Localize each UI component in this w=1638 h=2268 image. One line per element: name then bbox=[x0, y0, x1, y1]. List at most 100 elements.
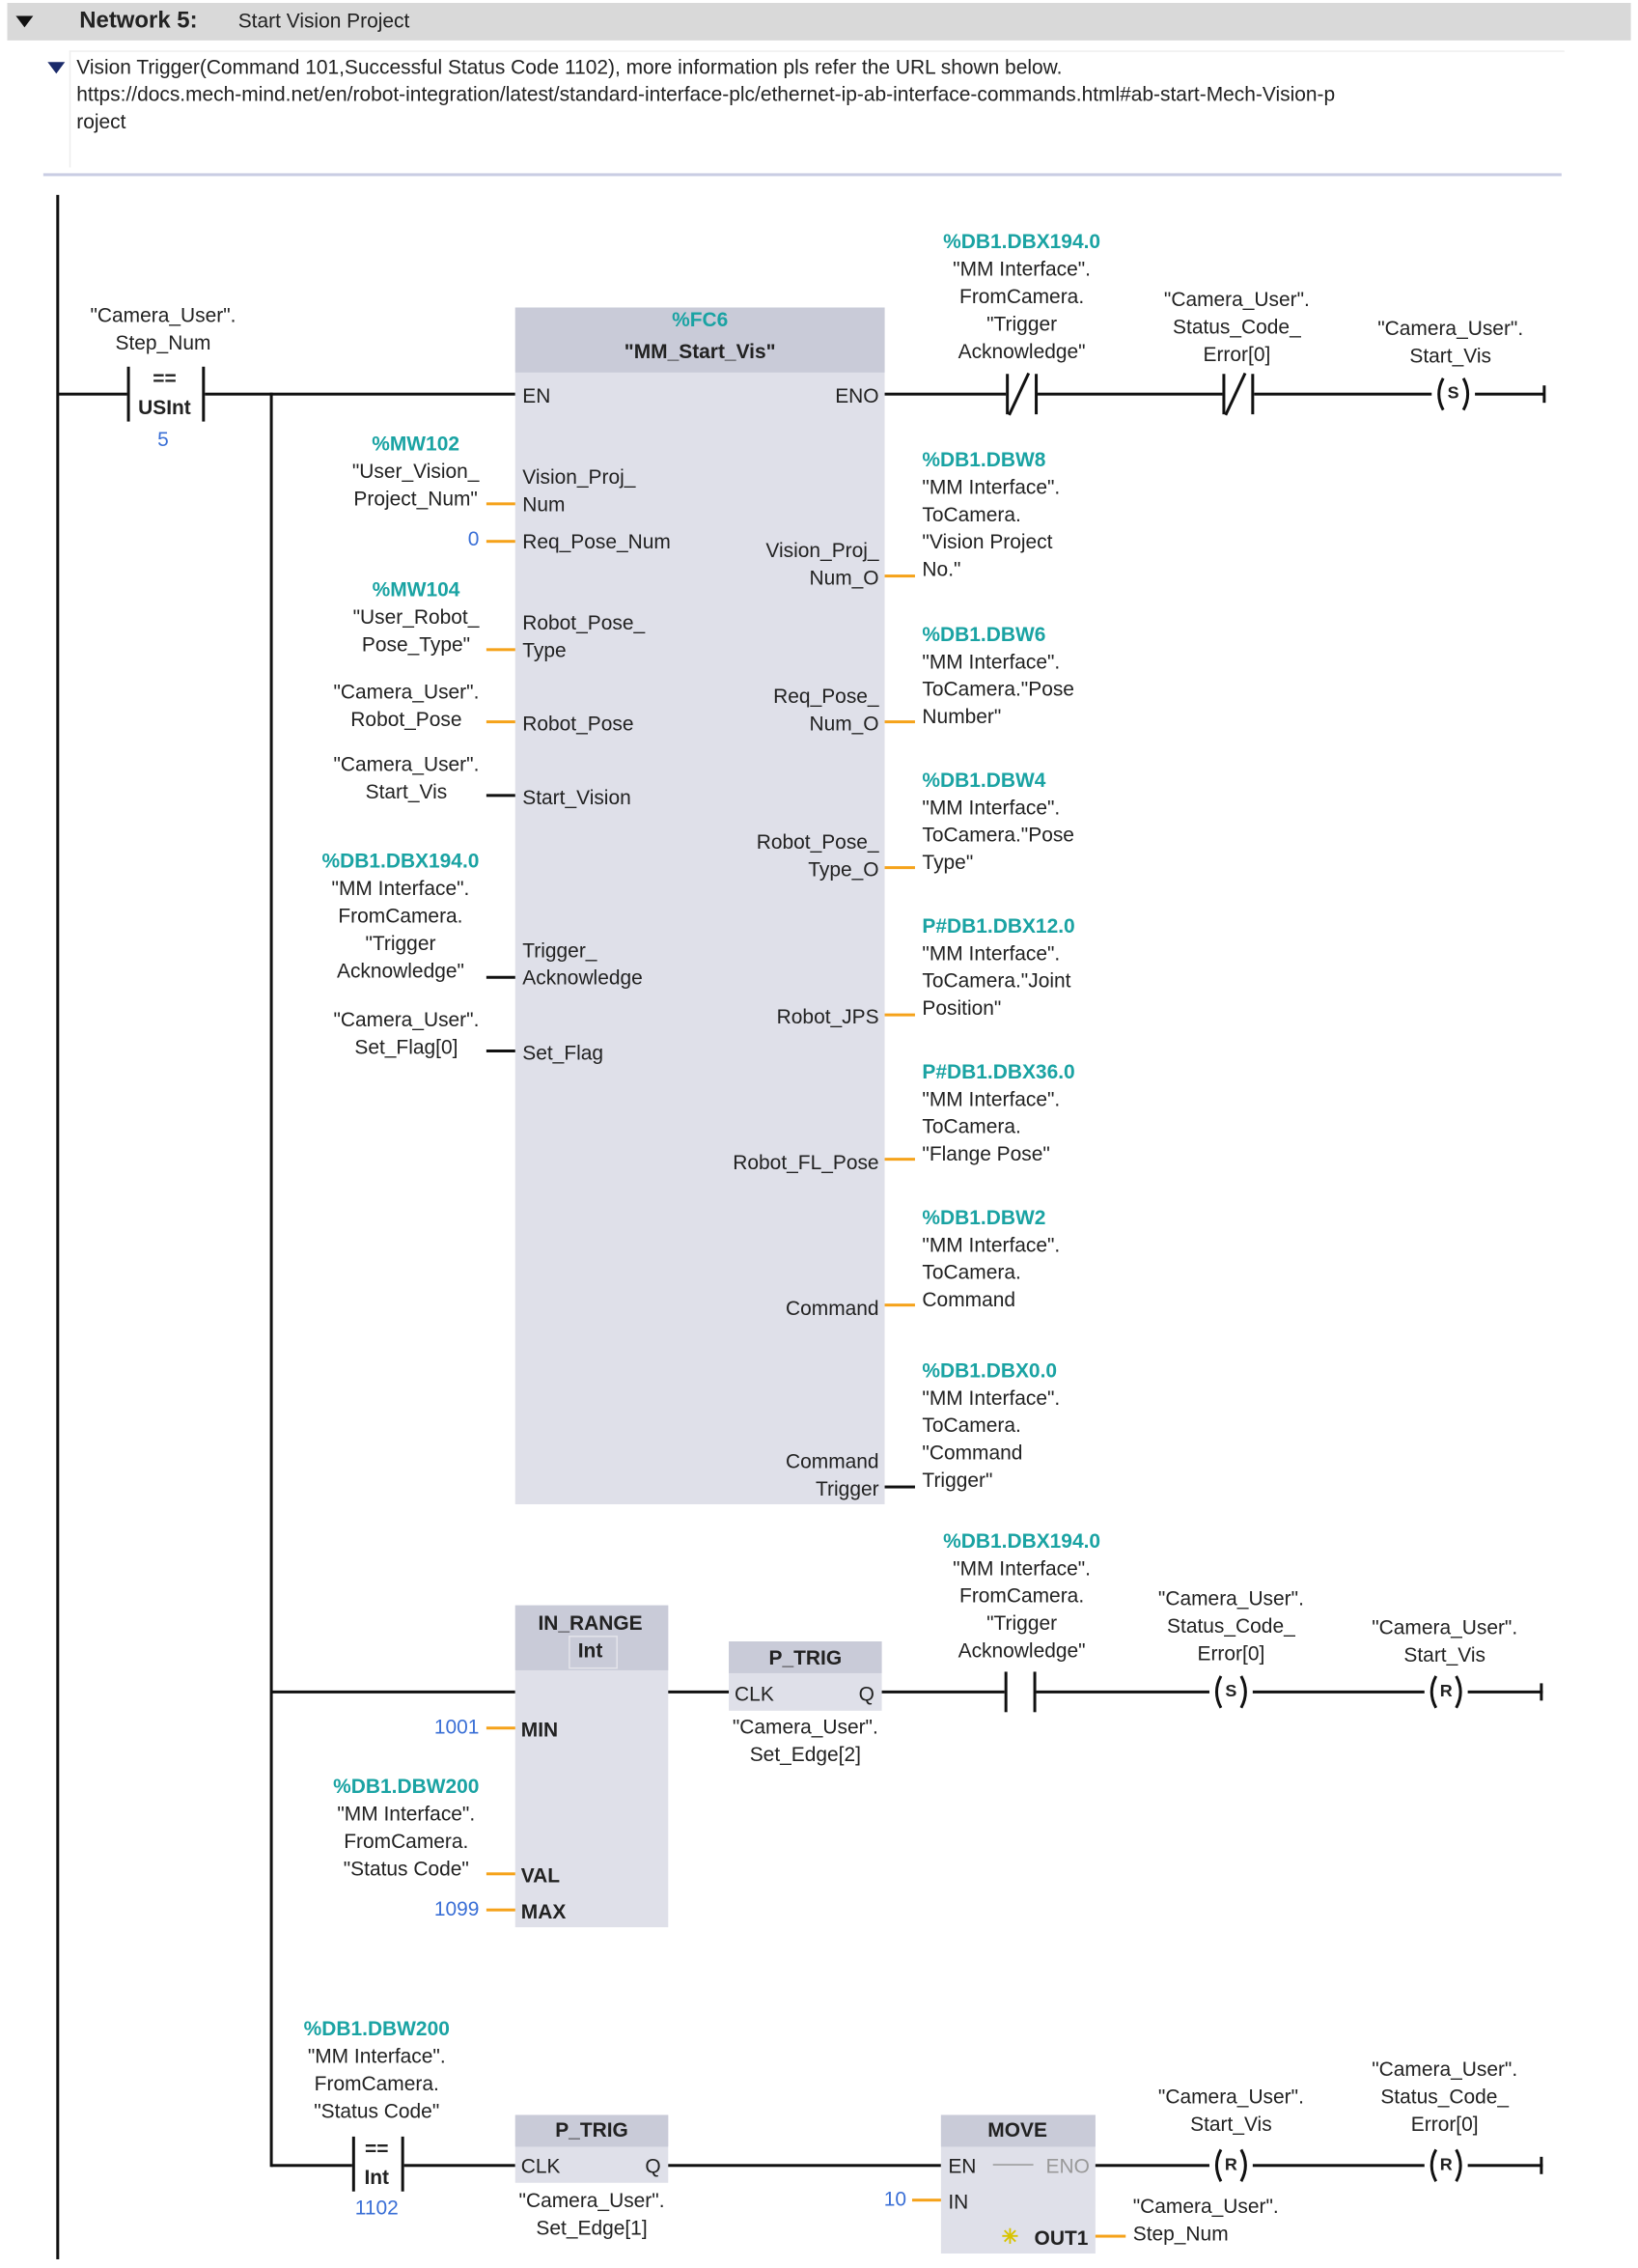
coil-operand[interactable]: "Camera_User". Status_Code_ Error[0] bbox=[1372, 2057, 1518, 2136]
input-operand[interactable]: %MW104 "User_Robot_ Pose_Type" bbox=[353, 576, 480, 658]
no-contact[interactable] bbox=[1004, 1671, 1037, 1713]
input-wire bbox=[486, 975, 515, 979]
p-trig-block[interactable] bbox=[514, 2114, 669, 2183]
set-coil[interactable]: S bbox=[1431, 375, 1476, 413]
input-operand[interactable]: %MW102 "User_Vision_ Project_Num" bbox=[352, 431, 480, 513]
fc-header bbox=[514, 307, 885, 373]
input-wire bbox=[486, 648, 515, 652]
output-operand[interactable]: %DB1.DBW2 "MM Interface". ToCamera. Comm… bbox=[922, 1204, 1060, 1314]
p-trig-operand[interactable]: "Camera_User". Set_Edge[2] bbox=[732, 1715, 878, 1766]
fc-block[interactable] bbox=[514, 307, 885, 1504]
compare-operand[interactable]: %DB1.DBW200 "MM Interface". FromCamera. … bbox=[304, 2015, 450, 2125]
in-range-type: Int bbox=[577, 1638, 603, 1662]
input-wire bbox=[486, 1050, 515, 1053]
compare-operator: == bbox=[365, 2136, 389, 2160]
coil-operand[interactable]: "Camera_User". Status_Code_ Error[0] bbox=[1157, 1586, 1304, 1665]
output-operand[interactable]: %DB1.DBX0.0 "MM Interface". ToCamera. "C… bbox=[922, 1357, 1060, 1494]
input-pin: Start_Vision bbox=[522, 785, 631, 809]
input-operand[interactable]: 0 bbox=[467, 526, 480, 550]
max-value[interactable]: 1099 bbox=[433, 1896, 480, 1920]
en-eno-link bbox=[992, 2164, 1034, 2166]
val-operand[interactable]: %DB1.DBW200 "MM Interface". FromCamera. … bbox=[333, 1773, 479, 1883]
in-range-header bbox=[514, 1605, 669, 1670]
contact-tag: "MM Interface". FromCamera. "Trigger Ack… bbox=[953, 257, 1092, 363]
p-trig-operand[interactable]: "Camera_User". Set_Edge[1] bbox=[518, 2188, 665, 2240]
output-wire bbox=[884, 866, 915, 870]
rung-end-mark bbox=[1540, 1683, 1543, 1701]
reset-coil[interactable]: R bbox=[1424, 2146, 1468, 2185]
contact-operand[interactable]: %DB1.DBX194.0 "MM Interface". FromCamera… bbox=[943, 1527, 1100, 1665]
output-operand[interactable]: %DB1.DBW8 "MM Interface". ToCamera. "Vis… bbox=[922, 446, 1060, 583]
max-wire bbox=[486, 1908, 515, 1912]
input-operand[interactable]: "Camera_User". Set_Flag[0] bbox=[333, 1007, 480, 1058]
rung1-wire bbox=[57, 392, 515, 396]
comment-url: https://docs.mech-mind.net/en/robot-inte… bbox=[76, 82, 1336, 106]
min-value[interactable]: 1001 bbox=[433, 1715, 480, 1739]
network-header[interactable]: Network 5: Start Vision Project bbox=[7, 2, 1631, 41]
max-pin: MAX bbox=[520, 1899, 567, 1923]
add-output-icon[interactable]: ✳ bbox=[1001, 2225, 1019, 2249]
rung3-wire bbox=[668, 2164, 941, 2168]
move-eno-pin: ENO bbox=[1045, 2153, 1090, 2177]
left-power-rail bbox=[56, 194, 60, 2259]
compare-value: 5 bbox=[157, 427, 169, 451]
coil-operand[interactable]: "Camera_User". Start_Vis bbox=[1377, 316, 1524, 367]
compare-contact[interactable] bbox=[126, 366, 206, 422]
input-wire bbox=[486, 540, 515, 544]
nc-contact[interactable] bbox=[1006, 372, 1039, 416]
coil-operand[interactable]: "Camera_User". Start_Vis bbox=[1372, 1615, 1518, 1666]
contact-operand[interactable]: "Camera_User". Status_Code_ Error[0] bbox=[1163, 287, 1310, 366]
p-trig-block[interactable] bbox=[729, 1641, 882, 1711]
comment-divider bbox=[42, 173, 1562, 177]
output-tag: "MM Interface". ToCamera."Pose Type" bbox=[922, 795, 1074, 874]
output-wire bbox=[884, 1303, 915, 1307]
nc-slash-icon bbox=[1008, 372, 1031, 416]
output-operand[interactable]: %DB1.DBW4 "MM Interface". ToCamera."Pose… bbox=[922, 767, 1074, 877]
set-coil[interactable]: S bbox=[1208, 1672, 1253, 1711]
compare-tag: "MM Interface". FromCamera. "Status Code… bbox=[307, 2044, 446, 2122]
input-address: %MW102 bbox=[372, 432, 459, 455]
clk-pin: CLK bbox=[735, 1681, 774, 1705]
collapse-triangle-icon[interactable] bbox=[15, 15, 34, 28]
coil-letter: S bbox=[1447, 382, 1459, 404]
comment-box[interactable]: Vision Trigger(Command 101,Successful St… bbox=[69, 50, 1565, 168]
contact-operand[interactable]: %DB1.DBX194.0 "MM Interface". FromCamera… bbox=[943, 228, 1100, 365]
input-operand[interactable]: %DB1.DBX194.0 "MM Interface". FromCamera… bbox=[322, 848, 480, 985]
rung-end-mark bbox=[1540, 2156, 1543, 2174]
output-pin: Command bbox=[785, 1296, 879, 1320]
fc-address: %FC6 bbox=[672, 307, 729, 331]
output-address: P#DB1.DBX36.0 bbox=[922, 1059, 1075, 1083]
type-selector[interactable] bbox=[569, 1636, 618, 1669]
output-pin: Command Trigger bbox=[785, 1449, 879, 1500]
rung3-wire bbox=[1095, 2164, 1543, 2168]
input-operand[interactable]: "Camera_User". Robot_Pose bbox=[333, 680, 480, 731]
val-wire bbox=[486, 1872, 515, 1876]
output-operand[interactable]: P#DB1.DBX36.0 "MM Interface". ToCamera. … bbox=[922, 1058, 1074, 1168]
input-address: %MW104 bbox=[372, 577, 460, 602]
coil-operand[interactable]: "Camera_User". Start_Vis bbox=[1157, 2085, 1304, 2136]
input-pin: Trigger_ Acknowledge bbox=[522, 938, 643, 990]
move-in-wire bbox=[911, 2198, 941, 2202]
output-tag: "MM Interface". ToCamera. "Flange Pose" bbox=[922, 1086, 1061, 1165]
coil-letter: S bbox=[1225, 1680, 1237, 1701]
network-title: Network 5: bbox=[79, 8, 198, 34]
move-name: MOVE bbox=[987, 2117, 1047, 2142]
compare-contact[interactable] bbox=[351, 2136, 404, 2192]
input-pin: Vision_Proj_ Num bbox=[522, 464, 636, 516]
nc-contact[interactable] bbox=[1222, 372, 1255, 416]
comment-collapse-icon[interactable] bbox=[47, 62, 66, 74]
compare-operand: "Camera_User". Step_Num bbox=[90, 302, 236, 354]
reset-coil[interactable]: R bbox=[1208, 2146, 1253, 2185]
input-tag: "MM Interface". FromCamera. "Trigger Ack… bbox=[331, 876, 470, 982]
move-in-value[interactable]: 10 bbox=[883, 2187, 906, 2211]
move-block[interactable] bbox=[940, 2114, 1096, 2254]
output-wire bbox=[884, 1485, 915, 1489]
reset-coil[interactable]: R bbox=[1424, 1672, 1468, 1711]
in-range-block[interactable] bbox=[514, 1605, 669, 1928]
move-out-operand[interactable]: "Camera_User". Step_Num bbox=[1132, 2194, 1279, 2246]
output-operand[interactable]: P#DB1.DBX12.0 "MM Interface". ToCamera."… bbox=[922, 912, 1074, 1022]
output-operand[interactable]: %DB1.DBW6 "MM Interface". ToCamera."Pose… bbox=[922, 621, 1074, 731]
network-name[interactable]: Start Vision Project bbox=[237, 8, 410, 32]
input-operand[interactable]: "Camera_User". Start_Vis bbox=[333, 751, 480, 803]
